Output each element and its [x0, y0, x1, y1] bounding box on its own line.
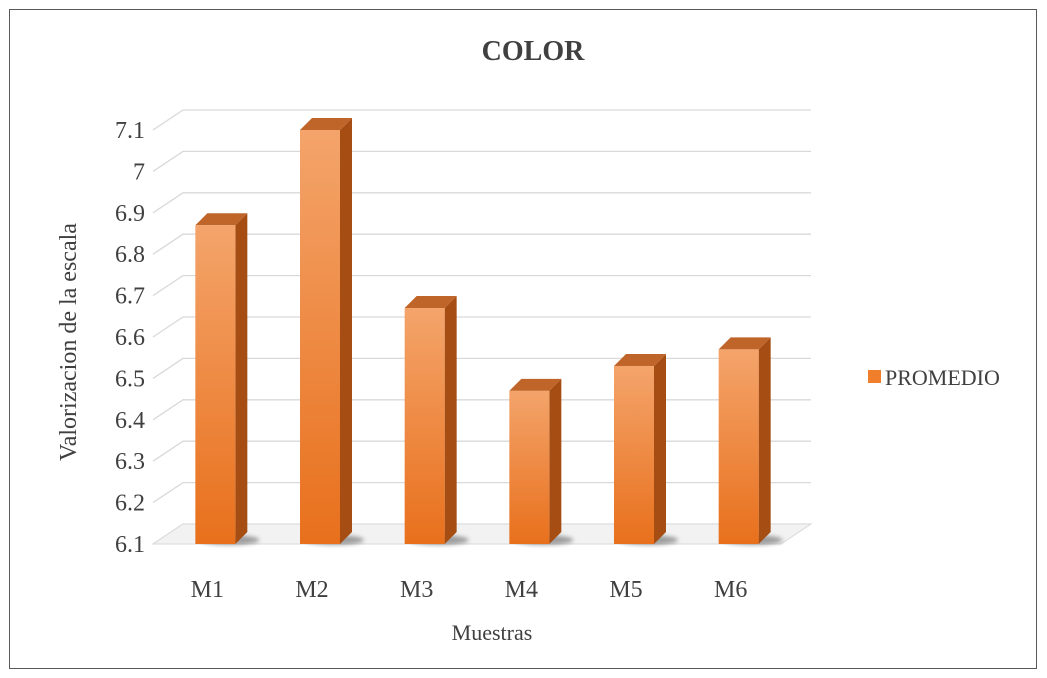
y-tick-label: 6.4 — [115, 408, 145, 434]
gridline — [152, 109, 811, 131]
legend: PROMEDIO — [868, 365, 1000, 390]
bar-top — [614, 353, 666, 366]
gridline — [152, 192, 811, 214]
gridline — [152, 440, 811, 462]
gridline — [152, 357, 811, 379]
y-tick-label: 6.5 — [115, 366, 145, 392]
y-tick-label: 6.9 — [115, 201, 145, 227]
y-tick-label: 6.1 — [115, 532, 145, 558]
bar-side — [340, 118, 352, 544]
y-tick-label: 6.2 — [115, 491, 145, 517]
x-axis-title: Muestras — [452, 620, 533, 645]
bar-m2 — [300, 118, 364, 545]
chart-frame — [9, 9, 1037, 669]
bar-m6 — [718, 337, 783, 545]
bar-front — [404, 308, 445, 544]
y-axis-title: Valorizacion de la escala — [56, 223, 82, 461]
bar-top — [509, 378, 562, 391]
x-tick-label: M1 — [191, 577, 224, 603]
y-tick-label: 6.3 — [115, 449, 145, 475]
gridline — [152, 274, 811, 297]
gridline — [152, 233, 811, 255]
x-axis-ticks: M1 M2 M3 M4 M5 M6 — [191, 577, 748, 603]
bar-side — [654, 353, 666, 544]
bar-front — [195, 225, 236, 544]
x-tick-label: M3 — [400, 577, 433, 603]
bar-top — [300, 118, 352, 130]
y-tick-label: 7.1 — [115, 118, 145, 144]
y-axis-ticks: 6.1 6.2 6.3 6.4 6.5 6.6 6.7 6.8 6.9 7 7.1 — [115, 118, 145, 558]
gridline — [152, 481, 811, 504]
bars — [195, 118, 783, 545]
y-tick-label: 7 — [133, 159, 145, 185]
bar-m1 — [195, 213, 260, 545]
x-tick-label: M2 — [295, 577, 328, 603]
gridlines — [152, 109, 811, 545]
bar-m5 — [614, 353, 678, 545]
bar-top — [718, 337, 771, 350]
bar-top — [404, 296, 457, 309]
y-tick-label: 6.7 — [115, 284, 145, 310]
bar-top — [195, 213, 248, 226]
bar-m4 — [509, 378, 574, 545]
gridline — [152, 399, 811, 421]
gridline — [152, 316, 811, 338]
bar-side — [235, 213, 248, 544]
y-tick-label: 6.8 — [115, 242, 145, 268]
y-tick-label: 6.6 — [115, 325, 145, 351]
bar-front — [614, 365, 654, 544]
legend-label: PROMEDIO — [885, 365, 1000, 390]
x-tick-label: M6 — [714, 577, 747, 603]
bar-front — [718, 349, 759, 544]
x-tick-label: M5 — [609, 577, 642, 603]
bar-front — [300, 130, 340, 544]
legend-swatch — [868, 370, 881, 383]
chart-title: COLOR — [482, 36, 585, 67]
bar-side — [549, 378, 562, 544]
bar-front — [509, 390, 550, 544]
bar-m3 — [404, 296, 469, 545]
bar-side — [444, 296, 457, 544]
x-tick-label: M4 — [505, 577, 538, 603]
bar-side — [758, 337, 771, 544]
gridline — [152, 150, 811, 172]
